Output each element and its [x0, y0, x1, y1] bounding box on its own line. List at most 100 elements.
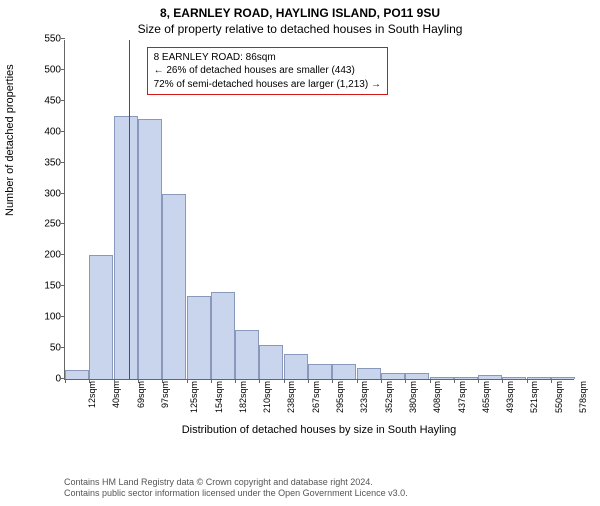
- histogram-bar: [114, 116, 138, 379]
- histogram-bar: [89, 255, 113, 379]
- y-tick-label: 50: [50, 343, 65, 354]
- chart-area: 8 EARNLEY ROAD: 86sqm ← 26% of detached …: [64, 40, 574, 436]
- plot-region: 8 EARNLEY ROAD: 86sqm ← 26% of detached …: [64, 40, 574, 380]
- x-tick-mark: [211, 379, 212, 383]
- x-tick-label: 408sqm: [432, 381, 442, 413]
- y-tick-label: 450: [44, 95, 65, 106]
- x-tick-label: 437sqm: [457, 381, 467, 413]
- y-tick-mark: [61, 100, 65, 101]
- x-tick-mark: [162, 379, 163, 383]
- histogram-bar: [259, 345, 283, 379]
- y-tick-label: 400: [44, 126, 65, 137]
- x-tick-mark: [65, 379, 66, 383]
- x-tick-label: 295sqm: [335, 381, 345, 413]
- x-tick-mark: [551, 379, 552, 383]
- y-tick-label: 300: [44, 188, 65, 199]
- histogram-bar: [284, 354, 308, 379]
- histogram-bar: [381, 373, 405, 379]
- x-tick-mark: [430, 379, 431, 383]
- y-tick-mark: [61, 347, 65, 348]
- x-tick-label: 182sqm: [238, 381, 248, 413]
- chart-title-line2: Size of property relative to detached ho…: [0, 22, 600, 36]
- x-tick-label: 12sqm: [87, 381, 97, 408]
- x-tick-mark: [527, 379, 528, 383]
- y-tick-label: 550: [44, 34, 65, 45]
- reference-line: [129, 40, 130, 379]
- histogram-bar: [357, 368, 381, 379]
- histogram-bar: [65, 370, 89, 379]
- x-tick-label: 69sqm: [136, 381, 146, 408]
- histogram-bar: [478, 375, 502, 379]
- histogram-bar: [502, 377, 526, 379]
- x-tick-mark: [332, 379, 333, 383]
- x-tick-label: 323sqm: [359, 381, 369, 413]
- annotation-line2: ← 26% of detached houses are smaller (44…: [154, 64, 381, 78]
- histogram-bar: [527, 377, 551, 379]
- y-tick-mark: [61, 193, 65, 194]
- x-tick-mark: [308, 379, 309, 383]
- x-tick-label: 550sqm: [554, 381, 564, 413]
- x-tick-mark: [502, 379, 503, 383]
- x-tick-label: 154sqm: [214, 381, 224, 413]
- footer-line2: Contains public sector information licen…: [64, 488, 408, 500]
- histogram-bar: [405, 373, 429, 379]
- x-tick-label: 493sqm: [505, 381, 515, 413]
- y-tick-label: 100: [44, 312, 65, 323]
- x-axis-label: Distribution of detached houses by size …: [64, 424, 574, 436]
- histogram-bar: [454, 377, 478, 379]
- x-tick-mark: [235, 379, 236, 383]
- annotation-line1: 8 EARNLEY ROAD: 86sqm: [154, 51, 381, 65]
- y-tick-mark: [61, 316, 65, 317]
- x-tick-mark: [89, 379, 90, 383]
- y-tick-mark: [61, 285, 65, 286]
- x-tick-label: 380sqm: [408, 381, 418, 413]
- x-tick-mark: [405, 379, 406, 383]
- x-tick-mark: [187, 379, 188, 383]
- histogram-bar: [332, 364, 356, 379]
- x-tick-mark: [454, 379, 455, 383]
- histogram-bar: [211, 292, 235, 379]
- y-tick-label: 150: [44, 281, 65, 292]
- x-tick-label: 267sqm: [311, 381, 321, 413]
- annotation-line3: 72% of semi-detached houses are larger (…: [154, 78, 381, 92]
- histogram-bar: [187, 296, 211, 379]
- x-tick-label: 352sqm: [384, 381, 394, 413]
- x-tick-label: 578sqm: [578, 381, 588, 413]
- y-tick-label: 350: [44, 157, 65, 168]
- x-tick-mark: [259, 379, 260, 383]
- x-tick-label: 40sqm: [111, 381, 121, 408]
- y-tick-label: 500: [44, 64, 65, 75]
- x-tick-label: 238sqm: [286, 381, 296, 413]
- chart-title-line1: 8, EARNLEY ROAD, HAYLING ISLAND, PO11 9S…: [0, 6, 600, 20]
- y-tick-label: 200: [44, 250, 65, 261]
- histogram-bar: [308, 364, 332, 379]
- x-tick-mark: [478, 379, 479, 383]
- histogram-bar: [162, 194, 186, 379]
- y-tick-mark: [61, 131, 65, 132]
- histogram-bar: [138, 119, 162, 379]
- y-tick-label: 0: [55, 374, 65, 385]
- x-tick-mark: [381, 379, 382, 383]
- histogram-bar: [430, 377, 454, 379]
- footer-line1: Contains HM Land Registry data © Crown c…: [64, 477, 408, 489]
- x-tick-mark: [138, 379, 139, 383]
- histogram-bar: [551, 377, 575, 379]
- x-tick-label: 210sqm: [262, 381, 272, 413]
- footer-attribution: Contains HM Land Registry data © Crown c…: [64, 477, 408, 500]
- y-tick-mark: [61, 38, 65, 39]
- histogram-bar: [235, 330, 259, 379]
- y-tick-mark: [61, 223, 65, 224]
- y-tick-mark: [61, 69, 65, 70]
- x-tick-mark: [284, 379, 285, 383]
- x-tick-label: 521sqm: [529, 381, 539, 413]
- x-tick-mark: [114, 379, 115, 383]
- x-tick-label: 125sqm: [189, 381, 199, 413]
- y-tick-label: 250: [44, 219, 65, 230]
- y-tick-mark: [61, 254, 65, 255]
- x-tick-mark: [357, 379, 358, 383]
- x-tick-label: 97sqm: [160, 381, 170, 408]
- y-tick-mark: [61, 162, 65, 163]
- x-tick-label: 465sqm: [481, 381, 491, 413]
- y-axis-label: Number of detached properties: [4, 64, 16, 216]
- annotation-box: 8 EARNLEY ROAD: 86sqm ← 26% of detached …: [147, 47, 388, 96]
